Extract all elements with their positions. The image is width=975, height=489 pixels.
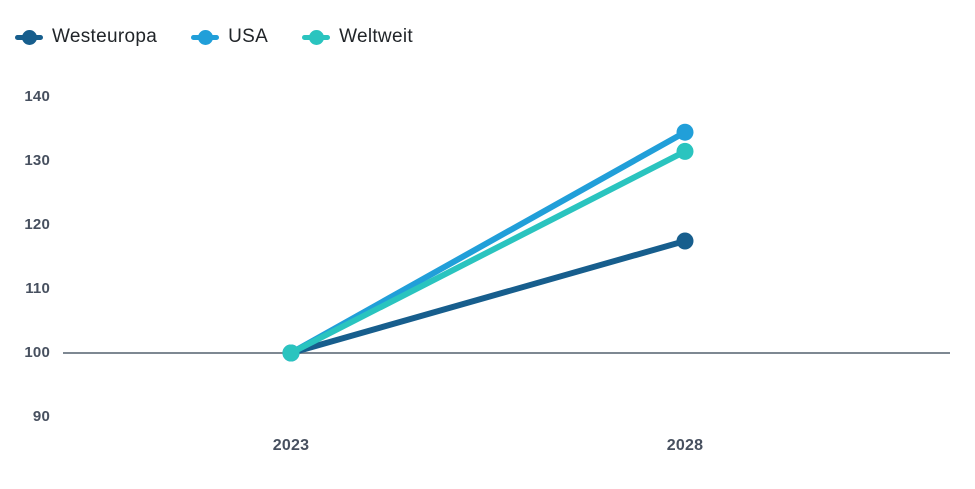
y-axis-label: 110 [25, 280, 50, 297]
legend-marker-westeuropa [15, 29, 43, 45]
legend-label-usa: USA [228, 26, 269, 47]
chart-legend: Westeuropa USA Weltweit [15, 26, 413, 48]
legend-marker-weltweit [302, 29, 331, 45]
y-axis-label: 130 [24, 152, 50, 169]
legend-item-usa: USA [191, 26, 268, 48]
legend-dot-icon [21, 29, 37, 45]
data-point-westeuropa [676, 232, 694, 250]
legend-item-westeuropa: Westeuropa [15, 26, 157, 48]
y-axis-label: 140 [24, 88, 50, 105]
data-point-weltweit [282, 344, 300, 362]
legend-dot-icon [308, 29, 324, 45]
series-line-weltweit [288, 148, 688, 356]
y-axis-label: 100 [24, 344, 50, 361]
data-point-weltweit [676, 142, 694, 160]
legend-marker-usa [191, 29, 220, 45]
y-axis-label: 90 [32, 408, 50, 425]
y-axis-label: 120 [24, 216, 50, 233]
x-axis-label: 2028 [666, 437, 704, 454]
legend-dot-icon [197, 29, 213, 45]
legend-item-weltweit: Weltweit [302, 26, 413, 48]
x-axis-label: 2023 [272, 437, 310, 454]
legend-label-westeuropa: Westeuropa [52, 26, 158, 47]
data-point-usa [676, 123, 694, 141]
series-line-westeuropa [288, 238, 688, 356]
legend-label-weltweit: Weltweit [339, 26, 413, 47]
